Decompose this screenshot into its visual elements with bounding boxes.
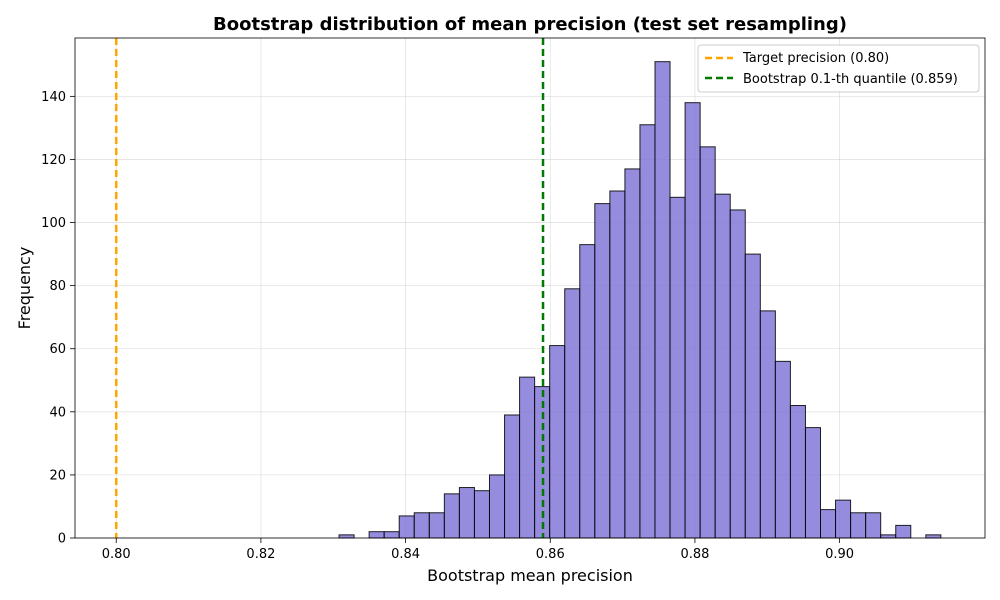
histogram-bar xyxy=(413,512,430,539)
y-tick-label: 120 xyxy=(41,153,66,168)
histogram-bar xyxy=(594,203,611,539)
histogram-bar xyxy=(488,474,506,539)
histogram-bar xyxy=(789,405,806,539)
histogram-bars xyxy=(338,61,942,539)
histogram-bar xyxy=(895,524,912,539)
x-tick-label: 0.90 xyxy=(825,547,854,562)
histogram-bar xyxy=(579,244,596,539)
histogram-bar xyxy=(699,146,716,539)
histogram-bar xyxy=(504,414,521,539)
legend: Target precision (0.80) Bootstrap 0.1-th… xyxy=(697,44,980,93)
histogram-bar xyxy=(368,531,385,539)
histogram-bar xyxy=(473,490,490,539)
y-tick-label: 40 xyxy=(49,405,66,420)
y-axis-ticks: 0 20 40 60 80 100 120 140 xyxy=(41,90,75,547)
histogram-bar xyxy=(639,124,656,539)
histogram-bar xyxy=(865,512,882,539)
reference-lines xyxy=(114,38,545,538)
histogram-bar xyxy=(654,61,671,539)
histogram-bar xyxy=(428,512,445,539)
y-tick-label: 60 xyxy=(49,342,66,357)
histogram-bar xyxy=(729,209,746,539)
x-tick-label: 0.88 xyxy=(680,547,709,562)
x-tick-label: 0.82 xyxy=(246,547,275,562)
histogram-bar xyxy=(549,345,566,539)
legend-label-quantile: Bootstrap 0.1-th quantile (0.859) xyxy=(743,72,958,87)
legend-box xyxy=(697,44,980,93)
histogram-bar xyxy=(759,310,776,539)
histogram-bar xyxy=(714,193,731,539)
histogram-bar xyxy=(774,360,791,539)
histogram-bar xyxy=(609,190,626,539)
y-tick-label: 80 xyxy=(49,279,66,294)
histogram-bar xyxy=(564,288,581,539)
y-tick-label: 140 xyxy=(41,90,66,105)
grid xyxy=(75,38,985,539)
x-tick-label: 0.84 xyxy=(391,547,420,562)
histogram-bar xyxy=(398,515,415,539)
histogram-bar xyxy=(624,168,641,539)
y-axis-label: Frequency xyxy=(15,247,34,330)
y-tick-label: 100 xyxy=(41,216,66,231)
histogram-bar xyxy=(925,534,942,539)
chart-title: Bootstrap distribution of mean precision… xyxy=(213,14,847,35)
y-tick-label: 0 xyxy=(58,532,66,547)
histogram-bar xyxy=(684,102,701,539)
y-tick-label: 20 xyxy=(49,468,66,483)
legend-label-target: Target precision (0.80) xyxy=(742,51,889,66)
histogram-bar xyxy=(443,493,460,539)
histogram-bar xyxy=(383,531,400,539)
histogram-bar xyxy=(458,487,475,539)
x-axis-ticks: 0.80 0.82 0.84 0.86 0.88 0.90 xyxy=(102,538,854,562)
histogram-bar xyxy=(519,376,536,539)
histogram-bar xyxy=(744,253,761,539)
x-tick-label: 0.86 xyxy=(536,547,565,562)
x-tick-label: 0.80 xyxy=(102,547,131,562)
histogram-bar xyxy=(880,534,897,539)
histogram-bar xyxy=(338,534,355,539)
histogram-bar xyxy=(804,427,822,539)
x-axis-label: Bootstrap mean precision xyxy=(427,566,633,585)
histogram-bar xyxy=(835,499,852,539)
histogram-bar xyxy=(669,196,686,539)
histogram-bar xyxy=(820,509,837,539)
plot-frame xyxy=(74,37,986,539)
histogram-bar xyxy=(850,512,867,539)
